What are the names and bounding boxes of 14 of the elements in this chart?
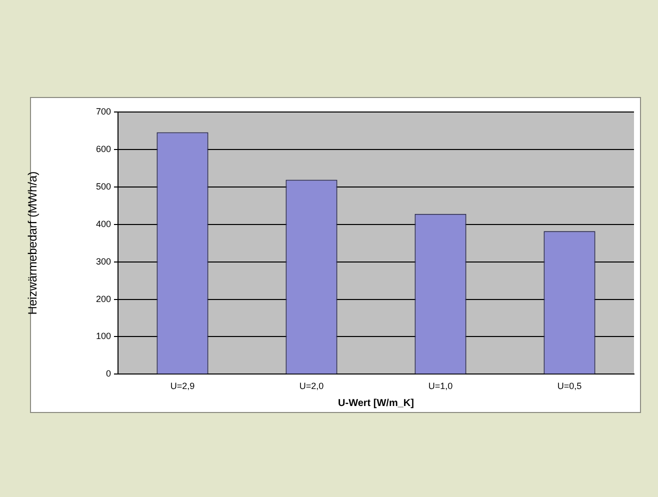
x-tick-label: U=1,0 xyxy=(428,381,453,392)
y-axis-title: Heizwärmebedarf (MWh/a) xyxy=(26,171,40,315)
y-tick-label: 200 xyxy=(96,294,111,304)
x-tick-label: U=2,9 xyxy=(170,381,195,392)
y-tick-label: 300 xyxy=(96,256,111,266)
y-tick-label: 600 xyxy=(96,144,111,154)
y-tick-label: 700 xyxy=(96,106,111,116)
x-axis-title: U-Wert [W/m_K] xyxy=(338,398,414,409)
y-tick-label: 100 xyxy=(96,331,111,342)
x-tick-label: U=0,5 xyxy=(557,381,582,392)
y-tick-label: 0 xyxy=(106,368,111,379)
y-tick-label: 400 xyxy=(96,218,111,229)
x-tick-label: U=2,0 xyxy=(299,381,324,392)
y-tick-label: 500 xyxy=(96,181,111,192)
